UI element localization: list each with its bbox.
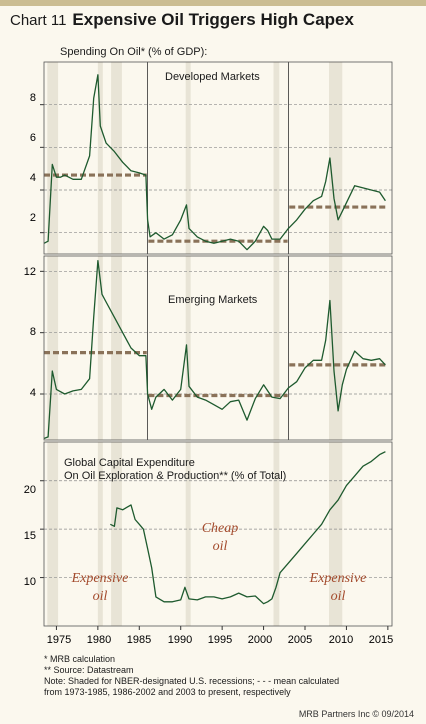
recession-band-p3-3 xyxy=(111,442,122,626)
x-tick-1975: 1975 xyxy=(47,634,71,646)
panel3-title-line2: On Oil Exploration & Production** (% of … xyxy=(64,470,286,482)
recession-band-p2-6 xyxy=(329,256,343,440)
y-tick-p1-2: 2 xyxy=(30,212,36,224)
y-tick-p3-20: 20 xyxy=(24,484,36,496)
x-tick-2005: 2005 xyxy=(288,634,312,646)
annotation-cheap-2: oil xyxy=(213,539,228,554)
x-tick-2015: 2015 xyxy=(369,634,393,646)
chart-number: Chart 11 xyxy=(10,12,67,29)
annotation-expensive-right-1: Expensive xyxy=(309,571,367,586)
y-tick-p3-15: 15 xyxy=(24,530,36,542)
recession-band-p3-4 xyxy=(185,442,191,626)
y-tick-p1-4: 4 xyxy=(30,172,36,184)
x-tick-1985: 1985 xyxy=(127,634,151,646)
recession-band-p1-6 xyxy=(329,62,343,254)
recession-band-p3-6 xyxy=(329,442,343,626)
y-tick-p3-10: 10 xyxy=(24,576,36,588)
recession-band-p1-1 xyxy=(47,62,59,254)
footnotes: * MRB calculation ** Source: Datastream … xyxy=(44,654,416,698)
period-dividers xyxy=(147,62,289,440)
recession-band-p2-5 xyxy=(273,256,280,440)
recession-band-p1-3 xyxy=(111,62,122,254)
footnote-1: * MRB calculation xyxy=(44,654,116,664)
mean-lines xyxy=(44,173,387,398)
annotation-expensive-left-2: oil xyxy=(93,589,108,604)
x-tick-2010: 2010 xyxy=(329,634,353,646)
series-line-p1 xyxy=(43,74,386,251)
panel1-label: Spending On Oil* (% of GDP): xyxy=(60,46,207,58)
x-tick-1980: 1980 xyxy=(87,634,111,646)
annotation-cheap-1: Cheap xyxy=(202,521,239,536)
chart-title-text: Expensive Oil Triggers High Capex xyxy=(72,10,354,29)
recession-shading xyxy=(47,62,343,626)
gridlines xyxy=(40,104,392,579)
recession-band-p1-2 xyxy=(97,62,103,254)
panel2-subtitle: Emerging Markets xyxy=(168,294,258,306)
panel-frame-1 xyxy=(43,61,393,255)
footnote-3: Note: Shaded for NBER-designated U.S. re… xyxy=(44,676,340,686)
recession-band-p3-5 xyxy=(273,442,280,626)
x-tick-2000: 2000 xyxy=(248,634,272,646)
annotation-expensive-right-2: oil xyxy=(331,589,346,604)
recession-band-p2-3 xyxy=(111,256,122,440)
recession-band-p2-2 xyxy=(97,256,103,440)
recession-band-p2-1 xyxy=(47,256,59,440)
recession-band-p3-1 xyxy=(47,442,59,626)
recession-band-p3-2 xyxy=(97,442,103,626)
y-tick-p2-4: 4 xyxy=(30,387,36,399)
panel-frame-3 xyxy=(43,441,393,627)
series-line-p2 xyxy=(43,259,386,440)
recession-band-p1-4 xyxy=(185,62,191,254)
credit-line: MRB Partners Inc © 09/2014 xyxy=(298,709,414,719)
y-tick-p1-6: 6 xyxy=(30,132,36,144)
chart-title: Chart 11 Expensive Oil Triggers High Cape… xyxy=(10,10,354,30)
y-tick-p2-8: 8 xyxy=(30,326,36,338)
panel-frames xyxy=(43,61,393,630)
series-line-p3 xyxy=(110,451,386,605)
x-tick-1995: 1995 xyxy=(208,634,232,646)
panel1-subtitle: Developed Markets xyxy=(165,71,260,83)
y-tick-p1-8: 8 xyxy=(30,92,36,104)
panel3-title-line1: Global Capital Expenditure xyxy=(64,457,195,469)
footnote-2: ** Source: Datastream xyxy=(44,665,134,675)
title-bar-accent xyxy=(0,0,426,6)
recession-band-p1-5 xyxy=(273,62,280,254)
annotation-expensive-left-1: Expensive xyxy=(71,571,129,586)
footnote-4: from 1973-1985, 1986-2002 and 2003 to pr… xyxy=(44,687,291,697)
y-tick-p2-12: 12 xyxy=(24,266,36,278)
series-lines xyxy=(43,74,386,605)
recession-band-p2-4 xyxy=(185,256,191,440)
panel-frame-2 xyxy=(43,255,393,441)
x-tick-1990: 1990 xyxy=(168,634,192,646)
